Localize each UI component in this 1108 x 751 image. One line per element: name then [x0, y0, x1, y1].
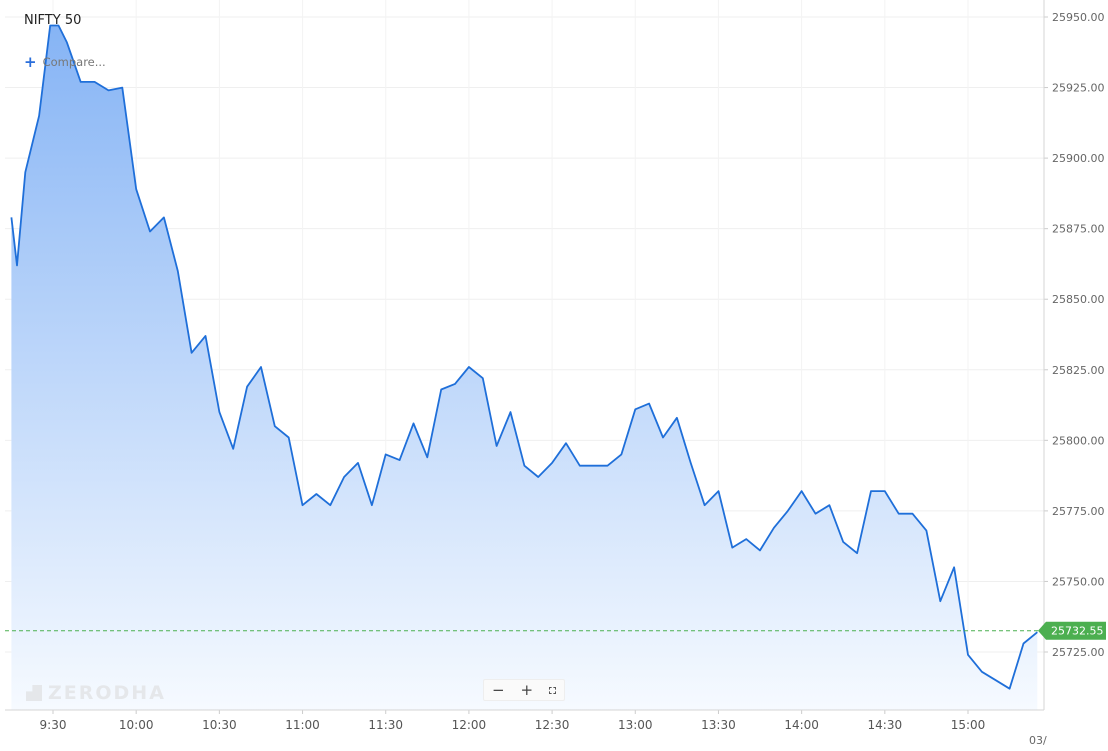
date-label: 03/	[1029, 734, 1047, 747]
y-tick-label: 25875.00	[1052, 223, 1105, 236]
x-tick-label: 12:00	[452, 718, 487, 732]
last-price-label: 25732.55	[1051, 625, 1104, 638]
zoom-controls: − +	[483, 679, 565, 701]
y-tick-label: 25950.00	[1052, 11, 1105, 24]
x-tick-label: 14:30	[868, 718, 903, 732]
last-price-tag-shape	[1038, 621, 1106, 640]
x-tick-label: 13:30	[701, 718, 736, 732]
last-price-tag: 25732.55	[1038, 621, 1106, 640]
y-tick-label: 25800.00	[1052, 434, 1105, 447]
y-tick-label: 25725.00	[1052, 646, 1105, 659]
zoom-out-button[interactable]: −	[491, 681, 505, 699]
chart-title: NIFTY 50	[24, 13, 82, 28]
y-tick-label: 25925.00	[1052, 82, 1105, 95]
watermark: ZERODHA	[26, 682, 166, 704]
x-tick-label: 10:00	[119, 718, 154, 732]
y-tick-label: 25900.00	[1052, 152, 1105, 165]
x-tick-label: 11:30	[368, 718, 403, 732]
x-tick-label: 14:00	[784, 718, 819, 732]
fullscreen-icon[interactable]	[549, 686, 556, 694]
zerodha-logo-icon	[26, 685, 42, 701]
x-tick-label: 13:00	[618, 718, 653, 732]
compare-label: Compare...	[42, 55, 106, 69]
y-tick-label: 25825.00	[1052, 364, 1105, 377]
compare-button[interactable]: + Compare...	[24, 53, 106, 71]
x-axis: 9:30 10:00 10:30 11:00 11:30 12:00 12:30 13:00 1…	[5, 709, 1044, 732]
x-tick-label: 10:30	[202, 718, 237, 732]
x-tick-label: 11:00	[285, 718, 320, 732]
x-tick-label: 9:30	[40, 718, 67, 732]
y-tick-label: 25750.00	[1052, 575, 1105, 588]
x-tick-label: 15:00	[951, 718, 986, 732]
watermark-text: ZERODHA	[48, 682, 166, 704]
x-tick-label: 12:30	[535, 718, 570, 732]
y-tick-label: 25850.00	[1052, 293, 1105, 306]
price-line	[10, 24, 1038, 690]
zoom-in-button[interactable]: +	[520, 681, 534, 699]
plus-icon: +	[24, 53, 37, 71]
y-axis: 25725.00 25750.00 25775.00 25800.00 25825.00…	[1043, 0, 1105, 710]
y-tick-label: 25775.00	[1052, 505, 1105, 518]
price-area	[11, 25, 1038, 710]
